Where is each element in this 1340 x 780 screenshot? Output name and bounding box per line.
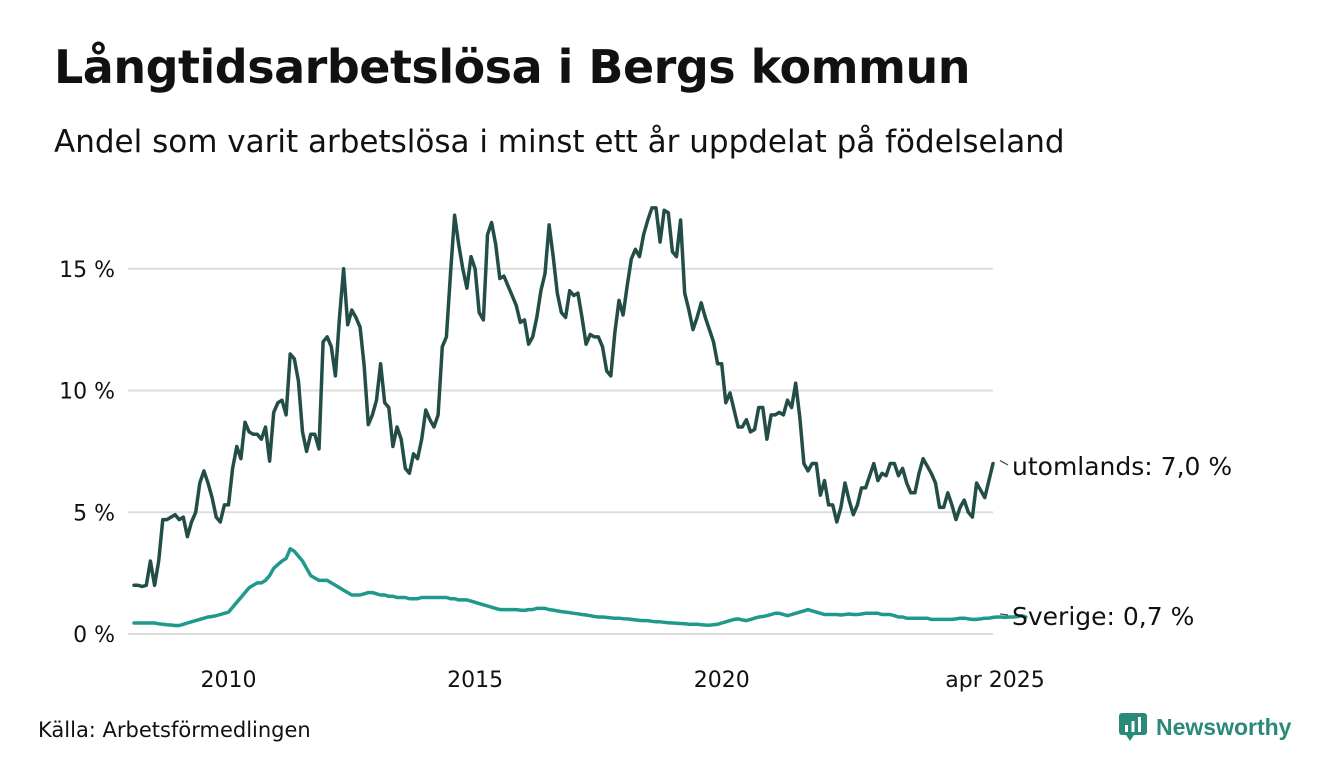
series-end-label: Sverige: 0,7 % (1012, 602, 1194, 631)
chart-title: Långtidsarbetslösa i Bergs kommun (54, 40, 971, 94)
chart-subtitle: Andel som varit arbetslösa i minst ett å… (54, 124, 1065, 160)
x-tick-label: 2015 (447, 668, 503, 693)
x-tick-label: apr 2025 (945, 668, 1044, 693)
y-tick-label: 10 % (59, 380, 115, 405)
y-tick-label: 0 % (73, 623, 115, 648)
y-tick-label: 5 % (73, 501, 115, 526)
brand-name: Newsworthy (1156, 713, 1292, 740)
source-note: Källa: Arbetsförmedlingen (38, 718, 311, 742)
brand-logo: Newsworthy (1118, 712, 1291, 742)
series-line-utomlands (132, 206, 995, 589)
end-label-leader (999, 460, 1009, 466)
series-line-sverige (132, 547, 1028, 628)
y-tick-label: 15 % (59, 258, 115, 283)
x-tick-label: 2010 (201, 668, 257, 693)
x-tick-label: 2020 (694, 668, 750, 693)
end-label-leader (999, 613, 1009, 616)
newsworthy-logo-icon (1119, 713, 1147, 741)
line-chart: 0 % 5 % 10 % 15 % 2010 2015 2020 apr 2025 utomla… (59, 206, 1232, 693)
series-end-label: utomlands: 7,0 % (1012, 452, 1232, 481)
